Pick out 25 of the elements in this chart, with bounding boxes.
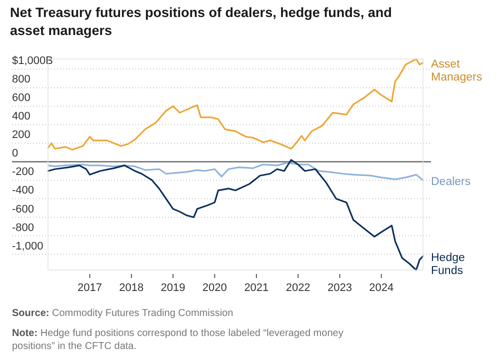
x-tick-label: 2020 — [202, 282, 227, 294]
y-tick-label: -1,000 — [12, 240, 44, 252]
y-tick-label: $1,000B — [12, 55, 53, 68]
y-tick-label: 0 — [12, 148, 18, 160]
x-tick-label: 2024 — [369, 282, 394, 294]
x-tick-label: 2017 — [78, 282, 102, 294]
x-tick-label: 2023 — [327, 282, 352, 294]
series-label: Hedge Funds — [431, 252, 465, 278]
x-tick-label: 2021 — [244, 282, 269, 294]
text: Note: Hedge fund positions correspond to those labeled “leveraged money positions” in the CFTC data. — [12, 328, 344, 352]
series-label: Dealers — [431, 176, 471, 188]
y-tick-label: -400 — [12, 184, 34, 197]
x-tick-label: 2022 — [286, 282, 310, 294]
y-tick-label: 600 — [12, 92, 30, 104]
y-tick-label: 800 — [12, 74, 30, 86]
y-tick-label: -600 — [12, 203, 34, 216]
y-tick-label: 400 — [12, 110, 30, 123]
chart-title: Net Treasury futures positions of dealers, hedge funds, and asset managers — [10, 5, 392, 38]
x-tick-label: 2018 — [119, 282, 144, 294]
source-note: Source: Commodity Futures Trading Commission — [12, 308, 234, 319]
series-label: Asset Managers — [431, 58, 482, 84]
x-tick-label: 2019 — [160, 282, 186, 294]
y-tick-label: -200 — [12, 166, 34, 178]
y-tick-label: 200 — [12, 129, 30, 142]
y-tick-label: -800 — [12, 222, 34, 234]
